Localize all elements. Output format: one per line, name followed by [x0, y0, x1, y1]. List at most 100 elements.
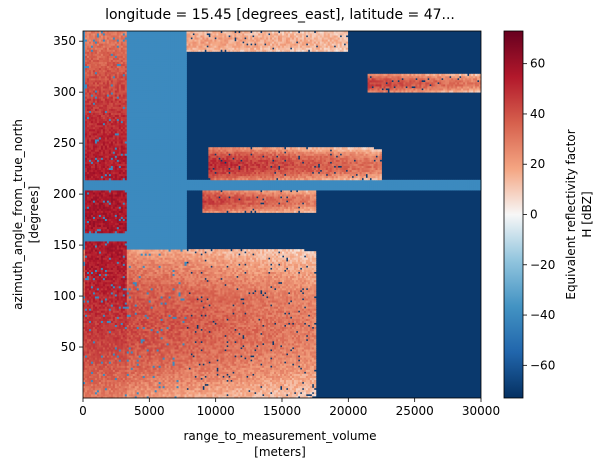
heatmap-cell: [94, 355, 98, 358]
heatmap-cell: [154, 316, 158, 319]
heatmap-cell: [204, 389, 207, 393]
heatmap-cell: [134, 336, 138, 340]
heatmap-cell: [256, 310, 259, 313]
heatmap-cell: [198, 377, 201, 381]
heatmap-cell: [309, 338, 313, 342]
heatmap-cell: [248, 371, 251, 374]
heatmap-cell: [178, 393, 181, 397]
heatmap-cell: [200, 320, 203, 323]
heatmap-cell: [128, 320, 132, 323]
heatmap-cell: [222, 336, 225, 340]
heatmap-cell: [102, 383, 106, 387]
heatmap-cell: [206, 363, 209, 366]
heatmap-cell: [124, 308, 128, 311]
heatmap-cell: [140, 342, 144, 346]
heatmap-cell: [174, 330, 177, 334]
heatmap-cell: [242, 371, 245, 374]
heatmap-cell: [83, 340, 86, 344]
heatmap-cell: [311, 371, 315, 374]
heatmap-cell: [178, 395, 181, 399]
heatmap-cell: [293, 332, 297, 336]
heatmap-cell: [270, 353, 273, 356]
heatmap-cell: [297, 344, 301, 348]
heatmap-cell: [242, 314, 245, 317]
heatmap-cell: [100, 312, 104, 315]
heatmap-cell: [226, 365, 229, 368]
heatmap-cell: [264, 375, 267, 379]
heatmap-cell: [285, 347, 289, 350]
heatmap-cell: [210, 373, 213, 376]
heatmap-cell: [252, 332, 255, 336]
heatmap-cell: [276, 359, 279, 362]
heatmap-cell: [136, 347, 140, 350]
heatmap-cell: [240, 395, 243, 399]
heatmap-cell: [174, 338, 177, 342]
heatmap-cell: [280, 320, 283, 323]
heatmap-cell: [90, 395, 94, 399]
heatmap-cell: [148, 395, 152, 399]
heatmap-cell: [230, 357, 233, 360]
heatmap-cell: [90, 308, 94, 311]
heatmap-cell: [180, 389, 183, 393]
heatmap-cell: [216, 342, 219, 346]
heatmap-cell: [303, 342, 307, 346]
heatmap-cell: [224, 308, 227, 311]
heatmap-cell: [234, 310, 237, 313]
heatmap-cell: [200, 355, 203, 358]
heatmap-cell: [220, 353, 223, 356]
heatmap-cell: [114, 332, 118, 336]
heatmap-cell: [230, 338, 233, 342]
heatmap-cell: [248, 316, 251, 319]
heatmap-cell: [142, 316, 146, 319]
heatmap-cell: [190, 355, 193, 358]
heatmap-cell: [130, 369, 134, 372]
heatmap-cell: [260, 375, 263, 379]
heatmap-cell: [154, 347, 158, 350]
heatmap-cell: [134, 334, 138, 338]
heatmap-cell: [311, 324, 315, 328]
heatmap-cell: [118, 318, 122, 321]
heatmap-cell: [152, 347, 156, 350]
heatmap-cell: [124, 351, 128, 354]
heatmap-cell: [230, 381, 233, 385]
heatmap-cell: [210, 344, 213, 348]
heatmap-cell: [118, 308, 122, 311]
heatmap-cell: [280, 389, 283, 393]
heatmap-cell: [188, 344, 191, 348]
heatmap-cell: [120, 359, 124, 362]
heatmap-cell: [134, 340, 138, 344]
heatmap-cell: [268, 355, 271, 358]
heatmap-cell: [260, 355, 263, 358]
heatmap-cell: [210, 353, 213, 356]
heatmap-cell: [246, 322, 249, 325]
heatmap-cell: [283, 355, 287, 358]
heatmap-cell: [104, 363, 108, 366]
heatmap-cell: [196, 310, 199, 313]
heatmap-cell: [120, 381, 124, 385]
heatmap-cell: [282, 393, 285, 397]
heatmap-cell: [128, 344, 132, 348]
heatmap-cell: [184, 395, 187, 399]
heatmap-cell: [258, 391, 261, 395]
heatmap-cell: [196, 318, 199, 321]
heatmap-cell: [287, 373, 291, 376]
heatmap-cell: [220, 377, 223, 381]
heatmap-cell: [260, 393, 263, 397]
heatmap-cell: [102, 326, 106, 330]
heatmap-cell: [86, 318, 90, 321]
heatmap-cell: [256, 361, 259, 364]
heatmap-cell: [303, 318, 307, 321]
heatmap-cell: [190, 330, 193, 334]
heatmap-cell: [144, 334, 148, 338]
heatmap-cell: [96, 373, 100, 376]
heatmap-cell: [307, 365, 311, 368]
heatmap-cell: [262, 330, 265, 334]
heatmap-cell: [194, 312, 197, 315]
heatmap-cell: [246, 328, 249, 332]
heatmap-cell: [240, 371, 243, 374]
heatmap-cell: [234, 359, 237, 362]
heatmap-cell: [182, 314, 185, 317]
heatmap-cell: [313, 353, 317, 356]
heatmap-cell: [140, 351, 144, 354]
heatmap-cell: [278, 314, 281, 317]
